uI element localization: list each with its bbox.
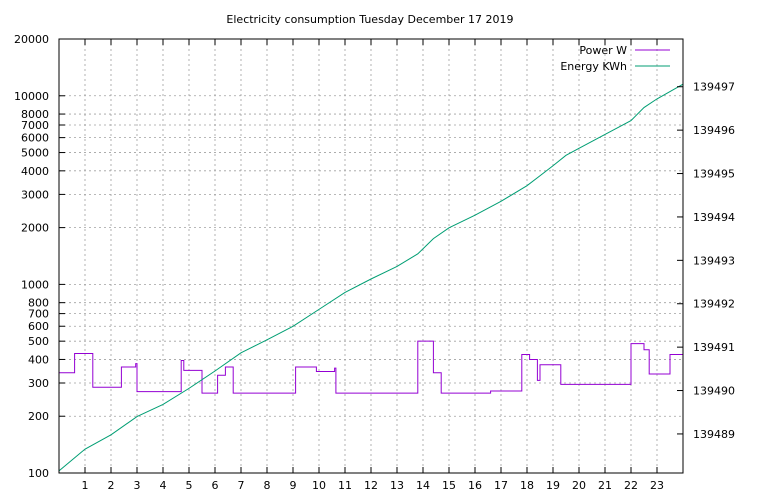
x-tick-label: 5 bbox=[186, 479, 193, 492]
y-left-tick-label: 500 bbox=[28, 335, 49, 348]
y-right-tick-label: 139489 bbox=[693, 428, 735, 441]
x-tick-label: 20 bbox=[572, 479, 586, 492]
x-tick-label: 12 bbox=[364, 479, 378, 492]
legend: Power W Energy KWh bbox=[560, 44, 670, 73]
y-left-tick-label: 1000 bbox=[21, 278, 49, 291]
series-line-power-w bbox=[59, 340, 683, 394]
grid-lines bbox=[59, 39, 683, 473]
y-left-tick-label: 6000 bbox=[21, 132, 49, 145]
y-left-tick-label: 4000 bbox=[21, 165, 49, 178]
y-right-tick-label: 139494 bbox=[693, 211, 735, 224]
x-tick-label: 15 bbox=[442, 479, 456, 492]
y-left-tick-label: 5000 bbox=[21, 147, 49, 160]
series-line-energy-kwh bbox=[58, 83, 684, 472]
x-tick-label: 4 bbox=[160, 479, 167, 492]
axis-ticks bbox=[59, 38, 683, 474]
legend-label: Power W bbox=[579, 44, 627, 57]
x-tick-label: 13 bbox=[390, 479, 404, 492]
y-left-tick-label: 20000 bbox=[14, 33, 49, 46]
y-left-tick-label: 400 bbox=[28, 353, 49, 366]
x-tick-label: 10 bbox=[312, 479, 326, 492]
chart-title: Electricity consumption Tuesday December… bbox=[226, 13, 513, 26]
x-tick-label: 16 bbox=[468, 479, 482, 492]
y-left-tick-label: 3000 bbox=[21, 188, 49, 201]
x-tick-label: 8 bbox=[264, 479, 271, 492]
x-tick-label: 18 bbox=[520, 479, 534, 492]
y-right-tick-label: 139496 bbox=[693, 124, 735, 137]
x-tick-label: 22 bbox=[624, 479, 638, 492]
x-tick-label: 7 bbox=[238, 479, 245, 492]
y-left-tick-label: 2000 bbox=[21, 222, 49, 235]
y-right-tick-label: 139495 bbox=[693, 168, 735, 181]
y-left-tick-label: 7000 bbox=[21, 119, 49, 132]
legend-label: Energy KWh bbox=[560, 60, 627, 73]
y-right-tick-label: 139493 bbox=[693, 254, 735, 267]
y-left-tick-label: 800 bbox=[28, 297, 49, 310]
y-left-tick-label: 300 bbox=[28, 377, 49, 390]
y-left-tick-label: 200 bbox=[28, 410, 49, 423]
x-tick-label: 9 bbox=[290, 479, 297, 492]
series-lines bbox=[58, 83, 684, 472]
y-left-tick-label: 600 bbox=[28, 320, 49, 333]
x-tick-label: 17 bbox=[494, 479, 508, 492]
x-tick-label: 19 bbox=[546, 479, 560, 492]
x-tick-label: 2 bbox=[108, 479, 115, 492]
y-right-tick-label: 139492 bbox=[693, 298, 735, 311]
y-right-tick-label: 139490 bbox=[693, 385, 735, 398]
x-tick-label: 23 bbox=[650, 479, 664, 492]
y-left-tick-label: 100 bbox=[28, 467, 49, 480]
y-right-tick-label: 139491 bbox=[693, 341, 735, 354]
x-tick-label: 6 bbox=[212, 479, 219, 492]
y-left-tick-label: 10000 bbox=[14, 90, 49, 103]
x-tick-label: 14 bbox=[416, 479, 430, 492]
x-tick-label: 21 bbox=[598, 479, 612, 492]
x-tick-label: 1 bbox=[82, 479, 89, 492]
x-tick-label: 3 bbox=[134, 479, 141, 492]
y-left-tick-label: 8000 bbox=[21, 108, 49, 121]
y-right-tick-label: 139497 bbox=[693, 81, 735, 94]
y-left-tick-label: 700 bbox=[28, 308, 49, 321]
x-tick-label: 11 bbox=[338, 479, 352, 492]
tick-labels: 1 2 3 4 5 6 7 8 9 10 11 12 13 14 15 16 17 18 19 20 21 22 23100… bbox=[14, 33, 735, 492]
